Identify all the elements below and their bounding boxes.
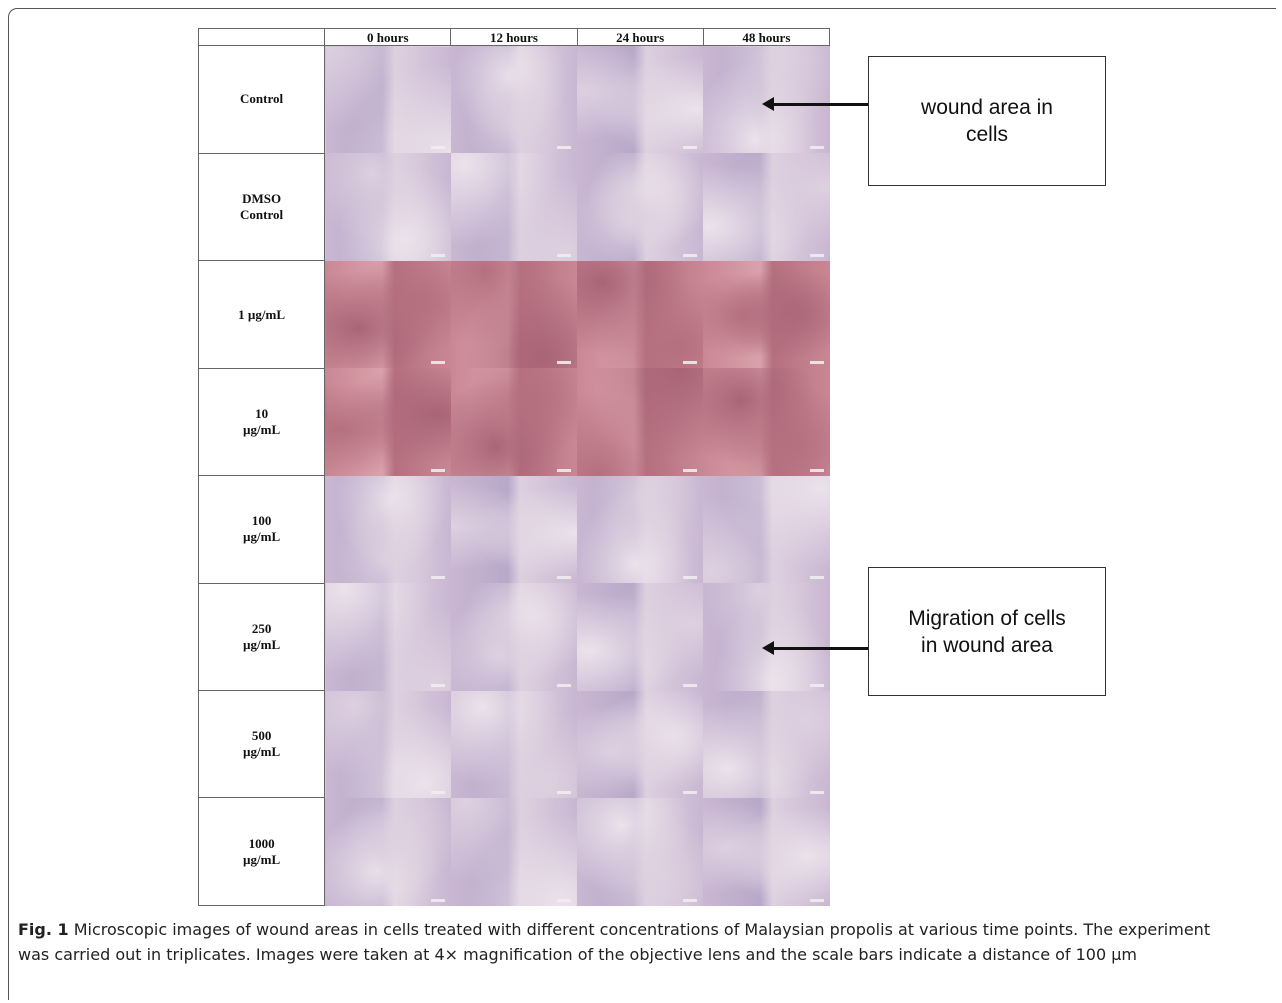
callout-arrow-top (762, 97, 868, 111)
scale-bar (683, 361, 698, 365)
scale-bar (430, 361, 445, 365)
micrograph-image (703, 368, 830, 476)
caption-text: Microscopic images of wound areas in cel… (18, 920, 1211, 964)
caption-label: Fig. 1 (18, 920, 69, 939)
micrograph-image (450, 260, 578, 369)
micrograph-image (703, 153, 830, 261)
micrograph-image (577, 260, 704, 369)
scale-bar (809, 146, 824, 150)
table-row: Control (197, 45, 830, 154)
scale-bar (557, 253, 572, 257)
scale-bar (557, 683, 572, 687)
scale-bar (557, 898, 572, 902)
micrograph-image (577, 45, 704, 154)
scale-bar (809, 683, 824, 687)
scale-bar (430, 146, 445, 150)
column-header: 24 hours (576, 28, 704, 46)
micrograph-image (577, 583, 704, 691)
micrograph-image (577, 475, 704, 584)
row-label: 100 µg/mL (197, 475, 326, 584)
micrograph-image (450, 690, 578, 798)
row-label: Control (197, 45, 326, 154)
micrograph-image (324, 368, 451, 476)
scale-bar (557, 576, 572, 580)
scale-bar (430, 898, 445, 902)
micrograph-image (450, 153, 578, 261)
micrograph-image (577, 690, 704, 798)
scale-bar (430, 790, 445, 794)
callout-arrow-bottom (762, 641, 868, 655)
table-row: 10 µg/mL (197, 367, 830, 477)
scale-bar (430, 576, 445, 580)
row-label: DMSO Control (197, 152, 326, 262)
row-label: 10 µg/mL (197, 367, 326, 477)
micrograph-image (324, 690, 451, 798)
scale-bar (557, 790, 572, 794)
micrograph-table: 0 hours 12 hours 24 hours 48 hours Contr… (197, 28, 831, 906)
scale-bar (809, 576, 824, 580)
table-row: 1000 µg/mL (197, 797, 830, 906)
micrograph-image (324, 475, 451, 584)
table-row: 500 µg/mL (197, 690, 830, 799)
micrograph-image (703, 583, 830, 691)
scale-bar (683, 146, 698, 150)
scale-bar (809, 361, 824, 365)
micrograph-image (324, 797, 451, 906)
scale-bar (683, 790, 698, 794)
micrograph-image (324, 583, 451, 691)
micrograph-image (703, 690, 830, 798)
row-label: 1000 µg/mL (197, 797, 326, 906)
micrograph-image (324, 45, 451, 154)
scale-bar (430, 683, 445, 687)
figure-frame (8, 8, 1276, 1000)
micrograph-image (577, 797, 704, 906)
micrograph-image (324, 153, 451, 261)
scale-bar (557, 361, 572, 365)
micrograph-image (703, 260, 830, 369)
micrograph-image (450, 475, 578, 584)
callout-wound-area: wound area in cells (868, 56, 1106, 186)
micrograph-image (450, 45, 578, 154)
scale-bar (809, 898, 824, 902)
scale-bar (557, 146, 572, 150)
scale-bar (809, 790, 824, 794)
micrograph-image (703, 797, 830, 906)
scale-bar (430, 253, 445, 257)
micrograph-image (703, 475, 830, 584)
micrograph-image (577, 368, 704, 476)
scale-bar (683, 468, 698, 472)
callout-migration: Migration of cells in wound area (868, 567, 1106, 696)
micrograph-image (450, 797, 578, 906)
scale-bar (430, 468, 445, 472)
figure-caption: Fig. 1 Microscopic images of wound areas… (18, 917, 1238, 967)
table-row: 100 µg/mL (197, 475, 830, 584)
row-label: 1 µg/mL (197, 260, 326, 369)
scale-bar (557, 468, 572, 472)
micrograph-image (324, 260, 451, 369)
micrograph-image (577, 153, 704, 261)
column-header: 0 hours (324, 28, 452, 46)
row-label: 250 µg/mL (197, 582, 326, 692)
scale-bar (683, 253, 698, 257)
scale-bar (809, 468, 824, 472)
scale-bar (809, 253, 824, 257)
scale-bar (683, 898, 698, 902)
table-row: 1 µg/mL (197, 260, 830, 369)
micrograph-image (450, 583, 578, 691)
column-header-row: 0 hours 12 hours 24 hours 48 hours (197, 28, 831, 46)
table-row: DMSO Control (197, 152, 830, 262)
scale-bar (683, 576, 698, 580)
micrograph-image (450, 368, 578, 476)
row-label: 500 µg/mL (197, 690, 326, 799)
column-header: 12 hours (450, 28, 578, 46)
column-header: 48 hours (702, 28, 831, 46)
corner-cell (197, 28, 326, 46)
table-row: 250 µg/mL (197, 582, 830, 692)
scale-bar (683, 683, 698, 687)
